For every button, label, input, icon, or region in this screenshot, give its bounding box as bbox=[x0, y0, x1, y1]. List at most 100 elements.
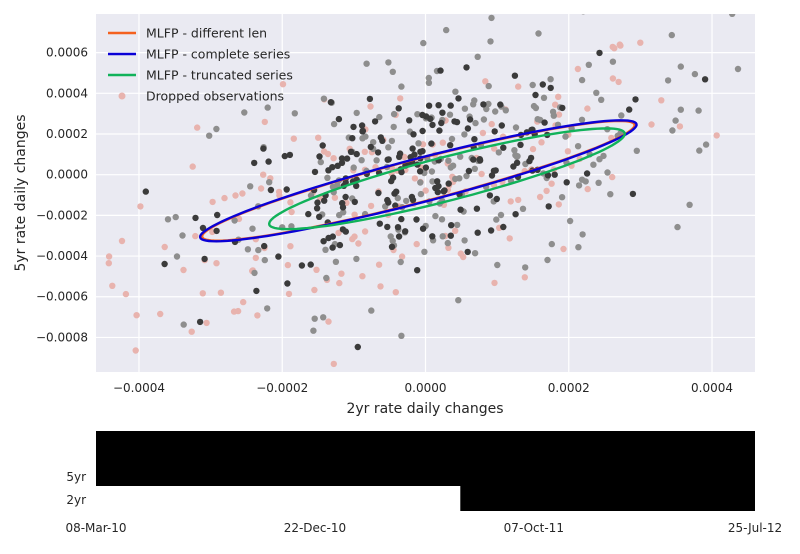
scatter-point-kept_dark bbox=[275, 253, 282, 260]
scatter-point-kept_dark bbox=[359, 128, 366, 135]
timeline-date-label: 07-Oct-11 bbox=[504, 521, 564, 535]
scatter-point-kept_dark bbox=[476, 156, 483, 163]
scatter-point-kept_dark bbox=[329, 233, 336, 240]
scatter-point-dropped bbox=[555, 201, 562, 208]
y-tick-label: 0.0006 bbox=[46, 46, 88, 60]
scatter-point-kept_mid bbox=[340, 209, 347, 216]
scatter-point-kept_mid bbox=[540, 94, 548, 102]
scatter-point-dropped bbox=[452, 227, 459, 234]
scatter-point-kept_dark bbox=[488, 172, 496, 179]
scatter-point-kept_dark bbox=[464, 248, 471, 256]
scatter-point-kept_mid bbox=[255, 246, 262, 254]
scatter-point-kept_mid bbox=[385, 144, 392, 151]
scatter-point-kept_dark bbox=[438, 119, 445, 127]
scatter-point-dropped bbox=[491, 279, 498, 287]
scatter-point-dropped bbox=[538, 139, 545, 146]
scatter-point-kept_dark bbox=[260, 145, 267, 152]
scatter-point-kept_dark bbox=[517, 141, 524, 148]
scatter-point-kept_dark bbox=[213, 227, 220, 235]
scatter-point-kept_mid bbox=[439, 233, 446, 240]
scatter-point-kept_mid bbox=[376, 113, 383, 121]
scatter-point-dropped bbox=[555, 93, 562, 101]
scatter-point-kept_mid bbox=[353, 109, 360, 117]
scatter-point-kept_dark bbox=[545, 203, 552, 210]
scatter-point-dropped bbox=[55, 320, 61, 326]
scatter-point-dropped bbox=[285, 290, 293, 298]
y-tick-label: 0.0004 bbox=[46, 86, 88, 100]
scatter-point-kept_mid bbox=[585, 61, 592, 68]
scatter-point-kept_mid bbox=[691, 70, 699, 78]
scatter-point-kept_dark bbox=[473, 205, 481, 212]
scatter-point-kept_mid bbox=[370, 139, 377, 146]
scatter-point-kept_mid bbox=[471, 165, 478, 172]
scatter-point-dropped bbox=[118, 237, 126, 245]
y-axis-label: 5yr rate daily changes bbox=[13, 114, 29, 271]
y-tick-label: −0.0004 bbox=[36, 249, 88, 263]
scatter-point-kept_dark bbox=[457, 206, 464, 213]
scatter-point-kept_dark bbox=[410, 131, 417, 138]
scatter-point-kept_dark bbox=[429, 233, 436, 240]
scatter-point-kept_dark bbox=[425, 102, 433, 109]
scatter-point-kept_dark bbox=[629, 190, 637, 198]
scatter-point-kept_mid bbox=[729, 14, 736, 17]
scatter-point-kept_dark bbox=[539, 81, 546, 88]
scatter-point-kept_dark bbox=[500, 223, 507, 231]
scatter-point-kept_mid bbox=[474, 53, 481, 60]
timeline-bars bbox=[96, 431, 755, 511]
scatter-point-dropped bbox=[401, 153, 408, 161]
scatter-point-dropped bbox=[548, 180, 555, 187]
timeline-chart: 5yr 2yr 08-Mar-10 22-Dec-10 07-Oct-11 25-Jul… bbox=[65, 431, 782, 535]
scatter-point-kept_mid bbox=[573, 1, 579, 7]
scatter-point-kept_mid bbox=[456, 175, 463, 182]
scatter-point-kept_mid bbox=[443, 26, 450, 34]
scatter-point-dropped bbox=[161, 243, 168, 251]
scatter-point-kept_dark bbox=[376, 220, 383, 227]
scatter-point-dropped bbox=[422, 187, 429, 194]
scatter-point-kept_dark bbox=[307, 261, 314, 268]
scatter-point-kept_dark bbox=[353, 150, 360, 158]
scatter-point-kept_dark bbox=[463, 64, 470, 71]
scatter-point-kept_dark bbox=[471, 136, 478, 143]
scatter-point-dropped bbox=[331, 194, 339, 201]
scatter-point-kept_dark bbox=[358, 122, 366, 129]
scatter-point-kept_dark bbox=[253, 287, 260, 295]
scatter-point-kept_mid bbox=[494, 261, 501, 269]
scatter-point-kept_mid bbox=[633, 147, 640, 154]
scatter-point-kept_dark bbox=[342, 193, 349, 201]
scatter-point-kept_mid bbox=[403, 197, 410, 205]
scatter-point-kept_mid bbox=[385, 59, 392, 66]
scatter-point-kept_dark bbox=[196, 318, 204, 326]
scatter-point-dropped bbox=[515, 83, 522, 90]
scatter-point-dropped bbox=[713, 132, 720, 139]
scatter-point-kept_mid bbox=[398, 332, 405, 339]
scatter-point-kept_mid bbox=[562, 133, 569, 140]
scatter-point-kept_mid bbox=[213, 125, 220, 133]
scatter-point-dropped bbox=[109, 282, 116, 289]
scatter-point-dropped bbox=[157, 310, 164, 318]
scatter-point-kept_mid bbox=[483, 105, 490, 113]
scatter-point-kept_dark bbox=[498, 122, 505, 129]
y-tick-label: 0.0000 bbox=[46, 168, 88, 182]
scatter-point-kept_mid bbox=[417, 190, 425, 198]
scatter-point-dropped bbox=[367, 103, 374, 110]
scatter-point-kept_mid bbox=[513, 153, 521, 160]
scatter-point-kept_dark bbox=[551, 171, 558, 178]
scatter-point-kept_dark bbox=[408, 193, 416, 201]
scatter-point-dropped bbox=[290, 135, 297, 142]
scatter-point-kept_mid bbox=[522, 264, 529, 271]
scatter-point-kept_dark bbox=[286, 151, 294, 159]
scatter-point-kept_mid bbox=[734, 65, 742, 73]
scatter-point-kept_mid bbox=[425, 79, 433, 87]
scatter-point-kept_dark bbox=[314, 199, 321, 206]
scatter-point-kept_dark bbox=[510, 163, 517, 170]
x-tick-label: −0.0004 bbox=[113, 381, 165, 395]
scatter-point-kept_mid bbox=[251, 269, 258, 277]
scatter-point-kept_dark bbox=[343, 155, 351, 162]
scatter-point-kept_dark bbox=[447, 142, 454, 149]
scatter-point-dropped bbox=[637, 39, 644, 46]
scatter-point-dropped bbox=[192, 232, 199, 240]
scatter-point-dropped bbox=[491, 145, 498, 152]
scatter-point-kept_mid bbox=[532, 104, 540, 112]
scatter-point-kept_dark bbox=[406, 117, 413, 124]
